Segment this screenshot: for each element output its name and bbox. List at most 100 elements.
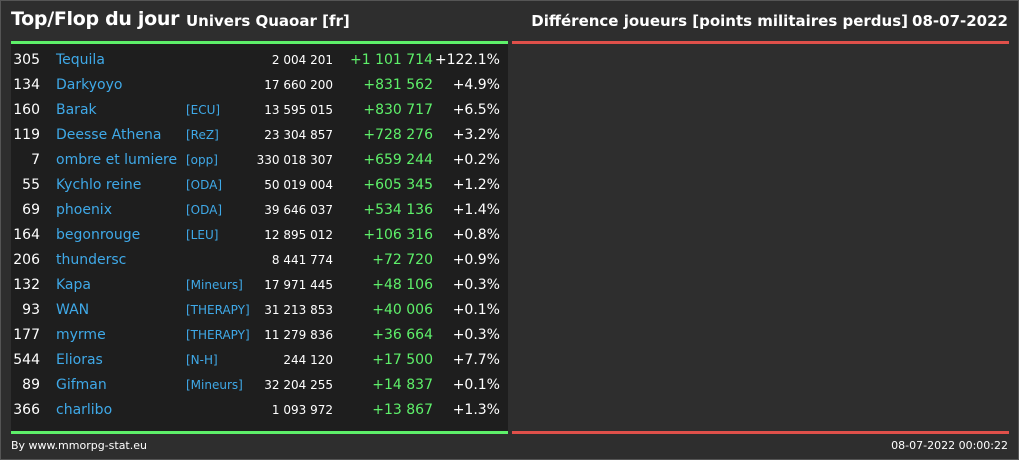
header: Top/Flop du jour Univers Quaoar [fr] Dif…	[1, 1, 1018, 41]
alliance-tag[interactable]: [ReZ]	[186, 128, 219, 142]
points-difference: +831 562	[363, 77, 433, 93]
percent-change: +1.4%	[452, 202, 500, 218]
percent-change: +7.7%	[452, 352, 500, 368]
alliance-tag[interactable]: [ECU]	[186, 103, 221, 117]
player-rank: 305	[13, 52, 40, 68]
player-rank: 69	[22, 202, 40, 218]
table-row: 160 Barak [ECU] 13 595 015 +830 717 +6.5%	[11, 98, 508, 123]
universe-name: Univers Quaoar [fr]	[186, 12, 350, 30]
table-row: 89 Gifman [Mineurs] 32 204 255 +14 837 +0.1%	[11, 373, 508, 398]
military-points: 11 279 836	[264, 328, 333, 342]
player-rank: 160	[13, 102, 40, 118]
table-row: 134 Darkyoyo 17 660 200 +831 562 +4.9%	[11, 73, 508, 98]
player-name-link[interactable]: Deesse Athena	[56, 127, 162, 143]
table-row: 177 myrme [THERAPY] 11 279 836 +36 664 +0.3%	[11, 323, 508, 348]
table-row: 206 thundersc 8 441 774 +72 720 +0.9%	[11, 248, 508, 273]
table-row: 164 begonrouge [LEU] 12 895 012 +106 316 +0.8…	[11, 223, 508, 248]
table-row: 69 phoenix [ODA] 39 646 037 +534 136 +1.4%	[11, 198, 508, 223]
ranking-category: Différence joueurs [points militaires pe…	[531, 12, 908, 30]
percent-change: +122.1%	[434, 52, 500, 68]
table-row: 366 charlibo 1 093 972 +13 867 +1.3%	[11, 398, 508, 423]
points-difference: +40 006	[372, 302, 433, 318]
percent-change: +0.8%	[452, 227, 500, 243]
player-name-link[interactable]: Elioras	[56, 352, 103, 368]
percent-change: +0.3%	[452, 277, 500, 293]
player-rank: 7	[31, 152, 40, 168]
page-title: Top/Flop du jour	[11, 8, 180, 30]
military-points: 12 895 012	[264, 228, 333, 242]
percent-change: +4.9%	[452, 77, 500, 93]
alliance-tag[interactable]: [LEU]	[186, 228, 219, 242]
alliance-tag[interactable]: [THERAPY]	[186, 328, 250, 342]
percent-change: +0.2%	[452, 152, 500, 168]
alliance-tag[interactable]: [Mineurs]	[186, 278, 243, 292]
player-rank: 177	[13, 327, 40, 343]
player-rank: 119	[13, 127, 40, 143]
table-row: 544 Elioras [N-H] 244 120 +17 500 +7.7%	[11, 348, 508, 373]
player-name-link[interactable]: Gifman	[56, 377, 107, 393]
source-link[interactable]: By www.mmorpg-stat.eu	[11, 439, 147, 452]
percent-change: +0.1%	[452, 377, 500, 393]
percent-change: +3.2%	[452, 127, 500, 143]
alliance-tag[interactable]: [ODA]	[186, 203, 223, 217]
military-points: 39 646 037	[264, 203, 333, 217]
player-name-link[interactable]: Tequila	[56, 52, 105, 68]
points-difference: +72 720	[372, 252, 433, 268]
player-name-link[interactable]: WAN	[56, 302, 90, 318]
military-points: 31 213 853	[264, 303, 333, 317]
percent-change: +6.5%	[452, 102, 500, 118]
player-name-link[interactable]: Kychlo reine	[56, 177, 142, 193]
percent-change: +1.2%	[452, 177, 500, 193]
player-name-link[interactable]: phoenix	[56, 202, 112, 218]
points-difference: +659 244	[363, 152, 433, 168]
points-difference: +17 500	[372, 352, 433, 368]
player-rank: 544	[13, 352, 40, 368]
points-difference: +830 717	[363, 102, 433, 118]
player-rank: 93	[22, 302, 40, 318]
table-row: 93 WAN [THERAPY] 31 213 853 +40 006 +0.1%	[11, 298, 508, 323]
bottom-divider-negative	[512, 431, 1009, 434]
military-points: 1 093 972	[271, 403, 333, 417]
player-name-link[interactable]: thundersc	[56, 252, 127, 268]
alliance-tag[interactable]: [N-H]	[186, 353, 218, 367]
percent-change: +0.9%	[452, 252, 500, 268]
military-points: 330 018 307	[256, 153, 333, 167]
military-points: 50 019 004	[264, 178, 333, 192]
bottom-divider-positive	[11, 431, 508, 434]
military-points: 23 304 857	[264, 128, 333, 142]
military-points: 13 595 015	[264, 103, 333, 117]
points-difference: +14 837	[372, 377, 433, 393]
military-points: 17 660 200	[264, 78, 333, 92]
points-difference: +1 101 714	[350, 52, 433, 68]
player-rank: 132	[13, 277, 40, 293]
percent-change: +0.1%	[452, 302, 500, 318]
military-points: 244 120	[283, 353, 333, 367]
alliance-tag[interactable]: [ODA]	[186, 178, 223, 192]
military-points: 2 004 201	[271, 53, 333, 67]
top-divider-negative	[512, 41, 1009, 44]
points-difference: +48 106	[372, 277, 433, 293]
player-name-link[interactable]: myrme	[56, 327, 106, 343]
military-points: 8 441 774	[271, 253, 333, 267]
player-rank: 164	[13, 227, 40, 243]
player-rank: 206	[13, 252, 40, 268]
alliance-tag[interactable]: [Mineurs]	[186, 378, 243, 392]
player-name-link[interactable]: Barak	[56, 102, 97, 118]
top-divider-positive	[11, 41, 508, 44]
points-difference: +605 345	[363, 177, 433, 193]
player-name-link[interactable]: begonrouge	[56, 227, 141, 243]
military-points: 17 971 445	[264, 278, 333, 292]
player-name-link[interactable]: charlibo	[56, 402, 113, 418]
alliance-tag[interactable]: [opp]	[186, 153, 218, 167]
alliance-tag[interactable]: [THERAPY]	[186, 303, 250, 317]
player-name-link[interactable]: ombre et lumiere	[56, 152, 178, 168]
player-rank: 366	[13, 402, 40, 418]
points-difference: +13 867	[372, 402, 433, 418]
player-name-link[interactable]: Kapa	[56, 277, 91, 293]
ranking-date: 08-07-2022	[912, 12, 1008, 30]
player-name-link[interactable]: Darkyoyo	[56, 77, 123, 93]
flop-list	[512, 44, 1009, 431]
points-difference: +534 136	[363, 202, 433, 218]
table-row: 305 Tequila 2 004 201 +1 101 714 +122.1%	[11, 48, 508, 73]
player-rank: 55	[22, 177, 40, 193]
